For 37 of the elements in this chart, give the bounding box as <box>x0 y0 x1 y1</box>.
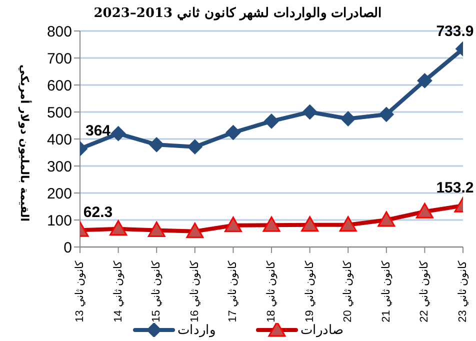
y-tick-label: 400 <box>46 131 72 148</box>
x-tick-label: كانون ثاني 13 <box>74 260 86 322</box>
point <box>264 114 279 129</box>
y-tick-label: 0 <box>64 239 72 256</box>
point <box>226 125 241 140</box>
data-label: 153.2 <box>436 180 474 197</box>
x-tick-label: كانون ثاني 15 <box>150 260 163 322</box>
x-tick-label: كانون ثاني 18 <box>266 260 278 322</box>
x-tick-label: كانون ثاني 22 <box>418 260 431 322</box>
y-axis-title: القيمة بالمليون دولار أمريكي <box>17 64 31 224</box>
y-tick-label: 800 <box>46 23 72 40</box>
y-tick-label: 600 <box>46 77 72 94</box>
y-tick-label: 100 <box>46 212 72 230</box>
point <box>110 126 126 142</box>
legend-label: صادرات <box>300 322 344 337</box>
point <box>417 73 432 88</box>
data-label: 364 <box>85 122 112 140</box>
y-tick-label: 500 <box>46 104 72 122</box>
point <box>187 139 202 154</box>
x-tick-label: كانون ثاني 17 <box>227 260 240 322</box>
point <box>302 104 318 120</box>
legend-label: واردات <box>178 322 216 337</box>
point <box>378 106 394 122</box>
y-tick-label: 700 <box>46 50 72 68</box>
data-label: 733.9 <box>436 22 474 40</box>
x-tick-label: كانون ثاني 19 <box>304 260 316 322</box>
x-tick-label: كانون ثاني 14 <box>112 260 124 322</box>
y-tick-label: 300 <box>46 158 72 176</box>
data-label: 62.3 <box>83 204 113 222</box>
x-tick-label: كانون ثاني 20 <box>342 260 354 322</box>
x-tick-label: كانون ثاني 16 <box>188 260 201 322</box>
point <box>340 111 356 126</box>
x-tick-label: كانون ثاني 21 <box>380 260 392 322</box>
y-tick-label: 200 <box>46 185 72 202</box>
chart-title: الصادرات والواردات لشهر كانون ثاني 2013–2023 <box>92 5 384 21</box>
point <box>149 137 164 152</box>
x-tick-label: كانون ثاني 23 <box>457 260 469 322</box>
